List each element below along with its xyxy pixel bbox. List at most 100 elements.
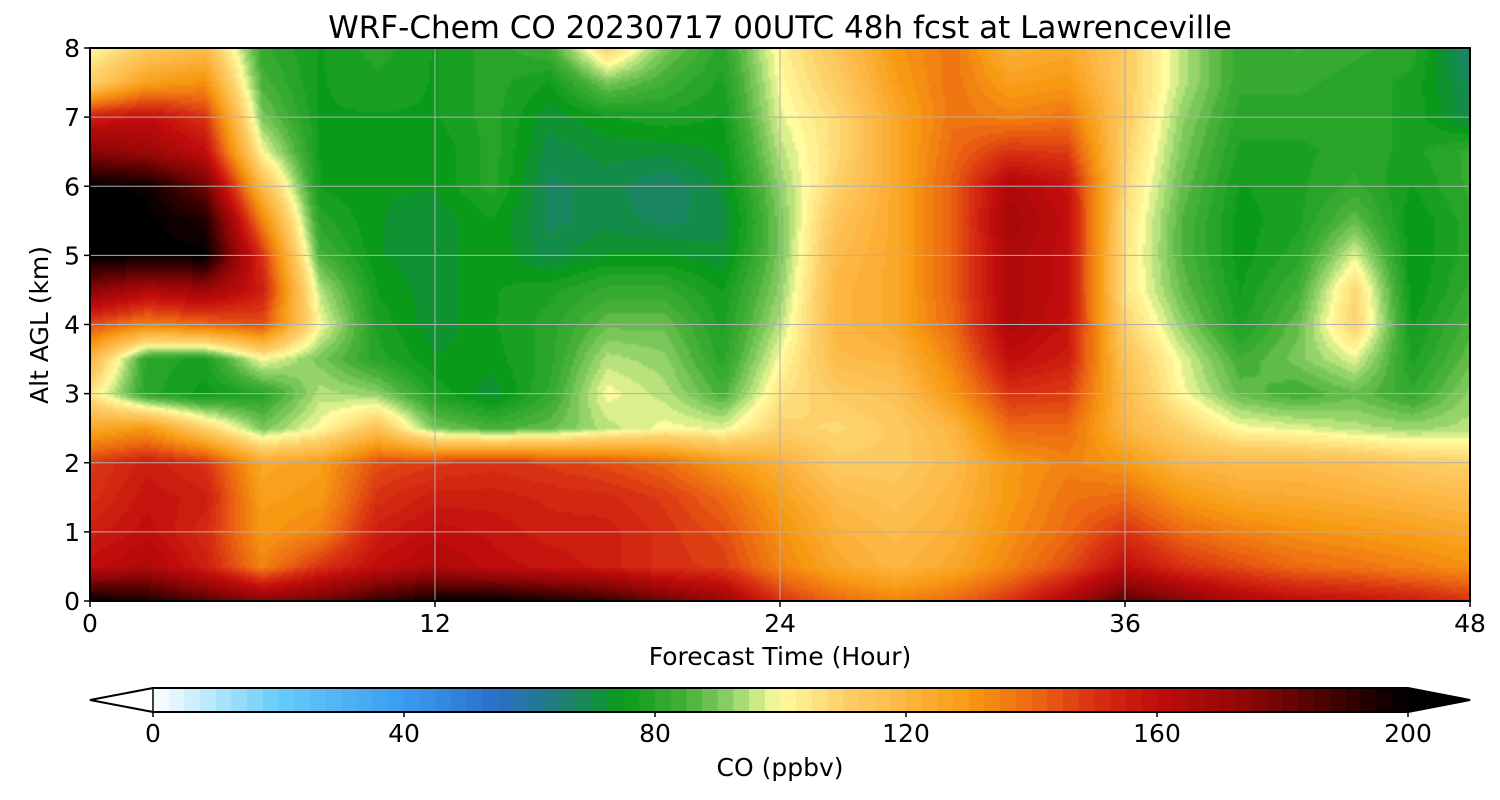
colorbar-segment (1062, 688, 1080, 712)
x-tick-label: 24 (764, 609, 796, 638)
colorbar-segment (764, 688, 782, 712)
colorbar-segment (1282, 688, 1299, 712)
x-tick-label: 36 (1109, 609, 1141, 638)
colorbar-segment (1125, 688, 1142, 712)
colorbar-segment (749, 688, 766, 712)
colorbar-ticks: 0 40 80 120 160 200 (145, 712, 1432, 748)
colorbar-segment (1204, 688, 1221, 712)
x-tick-label: 48 (1454, 609, 1486, 638)
colorbar-segment (1078, 688, 1095, 712)
colorbar: 0 40 80 120 160 200 CO (ppbv) (89, 687, 1471, 782)
colorbar-segment (184, 688, 201, 712)
colorbar-segment (1235, 688, 1252, 712)
y-tick-label: 8 (64, 34, 80, 63)
colorbar-segment (921, 688, 938, 712)
y-tick-label: 4 (64, 311, 80, 340)
colorbar-segment (388, 688, 405, 712)
colorbar-tick-label: 40 (388, 719, 420, 748)
colorbar-segment (545, 688, 562, 712)
colorbar-segment (1188, 688, 1205, 712)
colorbar-segment (341, 688, 358, 712)
colorbar-segment (168, 688, 185, 712)
colorbar-segment (1157, 688, 1174, 712)
colorbar-tick-label: 0 (145, 719, 161, 748)
colorbar-segment (858, 688, 876, 712)
colorbar-segment (733, 688, 750, 712)
colorbar-segment (451, 688, 468, 712)
colorbar-segment (1313, 688, 1331, 712)
colorbar-segment (231, 688, 248, 712)
colorbar-segment (529, 688, 546, 712)
colorbar-segment (811, 688, 829, 712)
colorbar-segment (639, 688, 656, 712)
colorbar-segment (498, 688, 515, 712)
colorbar-segment (702, 688, 719, 712)
y-axis-label: Alt AGL (km) (25, 246, 54, 404)
x-axis: 0 12 24 36 48 (82, 601, 1486, 638)
colorbar-segment (1015, 688, 1033, 712)
colorbar-segment (686, 688, 703, 712)
colorbar-segment (262, 688, 280, 712)
y-tick-label: 0 (64, 587, 80, 616)
colorbar-segment (513, 688, 531, 712)
colorbar-tick-label: 200 (1384, 719, 1432, 748)
colorbar-segment (404, 688, 421, 712)
colorbar-segments (153, 688, 1409, 712)
x-tick-label: 0 (82, 609, 98, 638)
y-tick-label: 7 (64, 103, 80, 132)
colorbar-segment (435, 688, 452, 712)
x-tick-label: 12 (419, 609, 451, 638)
colorbar-segment (200, 688, 217, 712)
colorbar-segment (953, 688, 970, 712)
colorbar-segment (1266, 688, 1284, 712)
colorbar-segment (717, 688, 735, 712)
colorbar-segment (1109, 688, 1127, 712)
colorbar-segment (906, 688, 923, 712)
y-tick-label: 2 (64, 449, 80, 478)
colorbar-segment (1329, 688, 1346, 712)
colorbar-segment (560, 688, 578, 712)
colorbar-label: CO (ppbv) (717, 753, 844, 782)
colorbar-segment (1031, 688, 1048, 712)
colorbar-segment (1298, 688, 1315, 712)
colorbar-segment (1141, 688, 1158, 712)
colorbar-segment (937, 688, 954, 712)
colorbar-segment (482, 688, 499, 712)
colorbar-segment (278, 688, 295, 712)
colorbar-segment (1376, 688, 1393, 712)
colorbar-segment (309, 688, 327, 712)
colorbar-tick-label: 80 (639, 719, 671, 748)
colorbar-over-arrow (1407, 687, 1471, 713)
colorbar-segment (1345, 688, 1362, 712)
colorbar-segment (294, 688, 311, 712)
colorbar-segment (576, 688, 593, 712)
y-tick-label: 5 (64, 241, 80, 270)
colorbar-segment (780, 688, 797, 712)
colorbar-segment (827, 688, 844, 712)
colorbar-segment (1392, 688, 1409, 712)
colorbar-tick-label: 160 (1133, 719, 1181, 748)
y-tick-label: 1 (64, 518, 80, 547)
y-tick-label: 3 (64, 380, 80, 409)
colorbar-segment (419, 688, 436, 712)
colorbar-tick-label: 120 (882, 719, 930, 748)
colorbar-segment (153, 688, 170, 712)
colorbar-segment (466, 688, 484, 712)
colorbar-segment (247, 688, 264, 712)
colorbar-segment (843, 688, 860, 712)
y-tick-label: 6 (64, 172, 80, 201)
y-axis: 0 1 2 3 4 5 6 7 8 (64, 34, 90, 616)
colorbar-segment (372, 688, 389, 712)
colorbar-segment (1172, 688, 1189, 712)
colorbar-under-arrow (89, 687, 154, 713)
chart-title: WRF-Chem CO 20230717 00UTC 48h fcst at L… (328, 10, 1232, 46)
colorbar-segment (592, 688, 609, 712)
colorbar-segment (1094, 688, 1111, 712)
colorbar-segment (968, 688, 986, 712)
colorbar-segment (356, 688, 374, 712)
colorbar-segment (215, 688, 233, 712)
colorbar-segment (325, 688, 342, 712)
colorbar-segment (1000, 688, 1017, 712)
colorbar-segment (1360, 688, 1378, 712)
